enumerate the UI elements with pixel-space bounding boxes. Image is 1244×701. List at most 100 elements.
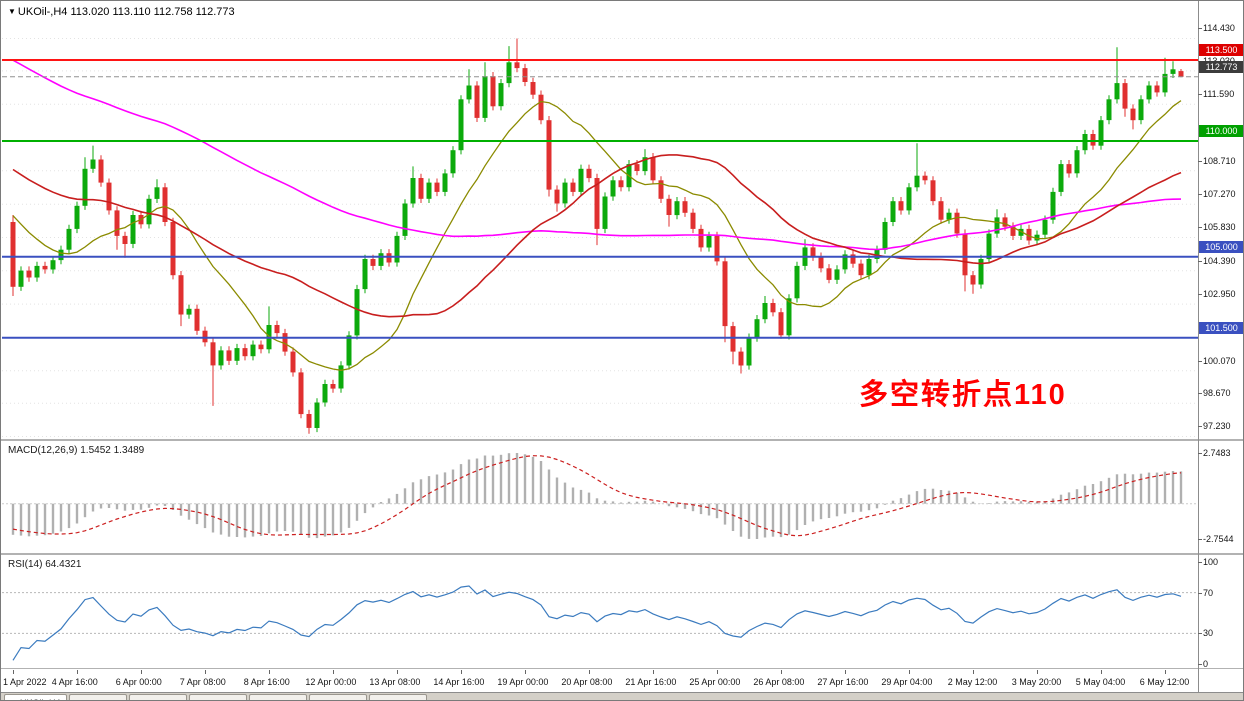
time-axis-tick [781, 670, 782, 674]
candle-body [362, 259, 368, 290]
chart-tab[interactable] [368, 694, 427, 700]
price-axis-tick [1198, 393, 1202, 394]
candle-body [1074, 150, 1080, 174]
candle-body [170, 222, 176, 276]
candle-body [210, 342, 216, 366]
annotation-text: 多空转折点110 [859, 379, 1067, 411]
candle-body [618, 180, 624, 188]
candle-body [682, 201, 688, 213]
chart-tab[interactable] [308, 694, 367, 700]
candle-body [1106, 99, 1112, 121]
chart-tab[interactable] [128, 694, 187, 700]
price-axis-label: 100.070 [1203, 356, 1236, 366]
candle-body [378, 253, 384, 266]
chart-tabs-bar: UKOil-,H4 [1, 692, 1243, 700]
price-axis-tick [1198, 261, 1202, 262]
candle-body [810, 247, 816, 257]
time-axis-tick [653, 670, 654, 674]
candle-body [1018, 228, 1024, 236]
macd-name: MACD(12,26,9) [8, 445, 78, 456]
macd-panel-plot[interactable] [2, 442, 1198, 553]
candle-body [722, 261, 728, 327]
time-axis-label: 8 Apr 16:00 [243, 677, 290, 687]
price-badge: 105.000 [1199, 241, 1243, 253]
price-axis-label: 108.710 [1203, 156, 1236, 166]
time-axis-label: 4 Apr 16:00 [51, 677, 98, 687]
price-axis-tick [1198, 426, 1202, 427]
price-axis-tick [1198, 294, 1202, 295]
time-axis-tick [845, 670, 846, 674]
candle-body [890, 201, 896, 222]
candle-body [298, 372, 304, 415]
chart-tab[interactable] [248, 694, 307, 700]
candle-body [18, 270, 24, 287]
panel-divider-macd-rsi[interactable] [1, 553, 1243, 555]
candle-body [786, 298, 792, 336]
candle-body [842, 254, 848, 270]
time-axis-label: 27 Apr 16:00 [817, 677, 869, 687]
candle-body [242, 348, 248, 357]
panel-divider-main-macd[interactable] [1, 439, 1243, 441]
candle-body [714, 235, 720, 262]
time-axis-tick [269, 670, 270, 674]
chart-tab-icon [134, 699, 142, 700]
macd-axis-tick [1198, 453, 1202, 454]
candle-body [282, 333, 288, 352]
candle-body [218, 350, 224, 366]
candle-body [778, 312, 784, 336]
price-axis-tick [1198, 361, 1202, 362]
time-axis-tick [589, 670, 590, 674]
candle-body [546, 120, 552, 190]
candle-body [178, 275, 184, 315]
candle-body [410, 178, 416, 204]
candle-body [98, 159, 104, 183]
candle-body [754, 319, 760, 338]
candle-body [874, 249, 880, 259]
ma-slow-line [12, 59, 1182, 251]
candle-body [426, 182, 432, 199]
time-axis-tick [973, 670, 974, 674]
candle-body [1122, 83, 1128, 109]
candle-body [1114, 83, 1120, 100]
candle-body [26, 270, 32, 278]
candle-body [746, 337, 752, 366]
panel-divider-rsi-time [1, 668, 1243, 669]
chart-tab-icon [314, 699, 322, 700]
candle-body [194, 308, 200, 331]
candle-body [610, 180, 616, 197]
candle-body [1090, 134, 1096, 146]
macd-signal-line [12, 455, 1182, 537]
price-axis-label: 111.590 [1203, 89, 1235, 99]
candle-body [674, 201, 680, 216]
candle-body [1178, 71, 1184, 77]
candle-body [538, 94, 544, 121]
candle-body [290, 351, 296, 373]
candle-body [466, 85, 472, 100]
candle-body [42, 265, 48, 270]
time-axis-label: 20 Apr 08:00 [561, 677, 613, 687]
rsi-axis-tick [1198, 562, 1202, 563]
chart-tab[interactable] [188, 694, 247, 700]
candle-body [562, 182, 568, 204]
time-axis-tick [13, 670, 14, 674]
candle-body [122, 235, 128, 244]
macd-indicator-label: MACD(12,26,9) 1.5452 1.3489 [8, 445, 144, 456]
chart-tab[interactable]: UKOil-,H4 [4, 694, 67, 700]
candle-body [306, 414, 312, 428]
candle-body [418, 178, 424, 199]
symbol-dropdown-icon[interactable]: ▼ [8, 7, 16, 16]
candle-body [898, 201, 904, 211]
main-chart-plot[interactable] [2, 11, 1198, 439]
candle-body [762, 303, 768, 320]
candle-body [1146, 85, 1152, 100]
candle-body [490, 76, 496, 107]
candle-body [154, 187, 160, 199]
chart-tab[interactable] [68, 694, 127, 700]
candle-body [866, 259, 872, 276]
time-axis-label: 19 Apr 00:00 [497, 677, 549, 687]
candle-body [66, 228, 72, 250]
time-axis-label: 6 May 12:00 [1139, 677, 1190, 687]
candle-body [442, 173, 448, 192]
candle-body [922, 175, 928, 181]
rsi-panel-plot[interactable] [2, 556, 1198, 668]
